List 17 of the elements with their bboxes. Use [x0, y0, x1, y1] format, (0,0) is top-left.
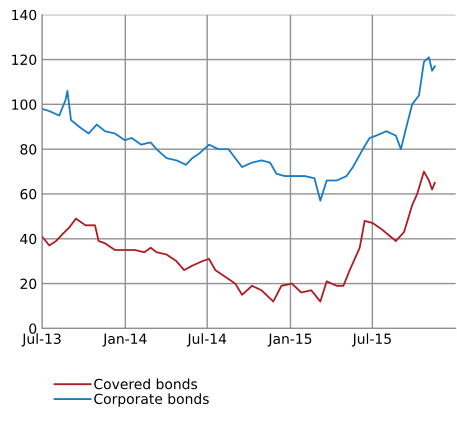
- y-tick-label: 140: [12, 10, 36, 20]
- legend-label: Corporate bonds: [94, 393, 209, 407]
- x-tick-label: Jan-15: [268, 334, 312, 347]
- line-series: [42, 56, 436, 202]
- x-tick-label: Jul-15: [352, 333, 391, 347]
- y-tick-label: 60: [20, 188, 36, 200]
- y-tick-label: 0: [29, 323, 36, 334]
- y-tick-label: 80: [20, 144, 36, 155]
- y-tick-label: 100: [12, 99, 36, 110]
- x-tick-label: Jul-13: [22, 333, 61, 347]
- x-tick-label: Jan-14: [102, 334, 147, 347]
- y-tick-label: 40: [20, 234, 36, 244]
- line-series: [42, 170, 436, 302]
- y-tick-label: 20: [20, 278, 36, 290]
- x-tick-label: Jul-14: [186, 333, 226, 347]
- legend-label: Covered bonds: [94, 378, 198, 390]
- y-tick-label: 120: [12, 54, 36, 66]
